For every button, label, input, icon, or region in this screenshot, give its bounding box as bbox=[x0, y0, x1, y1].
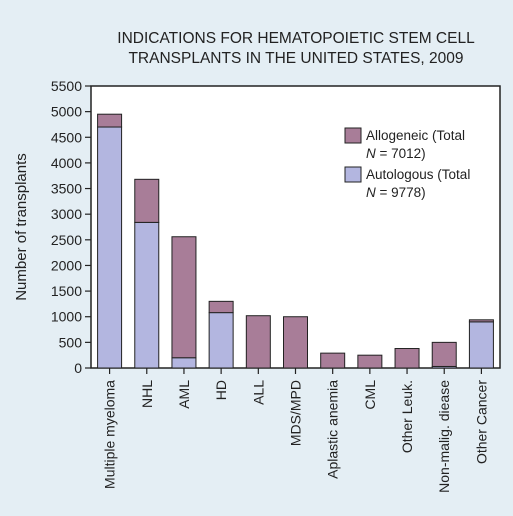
x-tick-label: Non-malig. diease bbox=[436, 380, 452, 493]
bar-autologous bbox=[171, 357, 197, 369]
legend-n-value: = 7012) bbox=[376, 146, 426, 161]
x-tick-label: Other Cancer bbox=[473, 380, 489, 464]
y-tick-label: 0 bbox=[74, 360, 82, 376]
chart-title-line-2: TRANSPLANTS IN THE UNITED STATES, 2009 bbox=[128, 50, 463, 67]
x-tick-label: Other Leuk. bbox=[399, 380, 415, 453]
bar-autologous bbox=[134, 221, 160, 369]
bar-allogeneic bbox=[97, 113, 123, 128]
bar-allogeneic bbox=[245, 315, 271, 369]
bar-allogeneic bbox=[357, 354, 383, 369]
bar-allogeneic bbox=[208, 300, 234, 314]
y-axis: 0 500 1000 1500 2000 2500 3000 3500 4000 4500 5000… bbox=[51, 78, 91, 376]
y-tick-label: 4000 bbox=[51, 155, 82, 171]
x-tick-label: MDS/MPD bbox=[288, 380, 304, 446]
legend-n-symbol: N bbox=[366, 146, 376, 161]
y-axis-label: Number of transplants bbox=[13, 153, 30, 301]
y-tick-label: 3000 bbox=[51, 206, 82, 222]
bar-autologous bbox=[97, 126, 123, 369]
y-tick-label: 5000 bbox=[51, 104, 82, 120]
legend-swatch-autologous bbox=[344, 166, 362, 183]
y-tick-label: 3500 bbox=[51, 181, 82, 197]
x-tick-label: HD bbox=[213, 380, 229, 400]
y-tick-label: 1500 bbox=[51, 283, 82, 299]
y-tick-label: 2500 bbox=[51, 232, 82, 248]
bar-allogeneic bbox=[320, 352, 346, 369]
legend-n-value: = 9778) bbox=[376, 185, 426, 200]
x-tick-label: Multiple myeloma bbox=[102, 380, 118, 489]
legend-total-autologous: N = 9778) bbox=[366, 185, 426, 200]
legend-swatch-allogeneic bbox=[344, 127, 362, 144]
legend-total-allogeneic: N = 7012) bbox=[366, 146, 426, 161]
y-tick-label: 5500 bbox=[51, 78, 82, 94]
x-tick-label: NHL bbox=[139, 380, 155, 408]
y-tick-label: 4500 bbox=[51, 129, 82, 145]
legend-n-symbol: N bbox=[366, 185, 376, 200]
bar-allogeneic bbox=[394, 348, 420, 369]
bar-autologous bbox=[468, 321, 494, 369]
x-tick-label: CML bbox=[362, 380, 378, 410]
legend: Allogeneic (Total N = 7012) Autologous (To… bbox=[344, 127, 470, 200]
bar-allogeneic bbox=[283, 316, 308, 369]
chart-title-line-1: INDICATIONS FOR HEMATOPOIETIC STEM CELL bbox=[117, 30, 475, 47]
x-axis: Multiple myeloma NHL AML HD ALL MDS/MPD Aplast… bbox=[102, 368, 489, 493]
bar-allogeneic bbox=[431, 341, 457, 367]
x-tick-label: AML bbox=[176, 380, 192, 409]
legend-label-allogeneic: Allogeneic (Total bbox=[366, 128, 465, 143]
y-tick-label: 1000 bbox=[51, 309, 82, 325]
y-tick-label: 2000 bbox=[51, 257, 82, 273]
legend-label-autologous: Autologous (Total bbox=[366, 167, 470, 182]
bar-autologous bbox=[208, 312, 234, 369]
x-tick-label: Aplastic anemia bbox=[325, 380, 341, 479]
x-tick-label: ALL bbox=[250, 380, 266, 405]
bar-allogeneic bbox=[171, 236, 197, 359]
bar-allogeneic bbox=[468, 319, 494, 323]
bar-allogeneic bbox=[134, 178, 160, 223]
y-tick-label: 500 bbox=[59, 334, 83, 350]
bars-group bbox=[97, 113, 494, 369]
